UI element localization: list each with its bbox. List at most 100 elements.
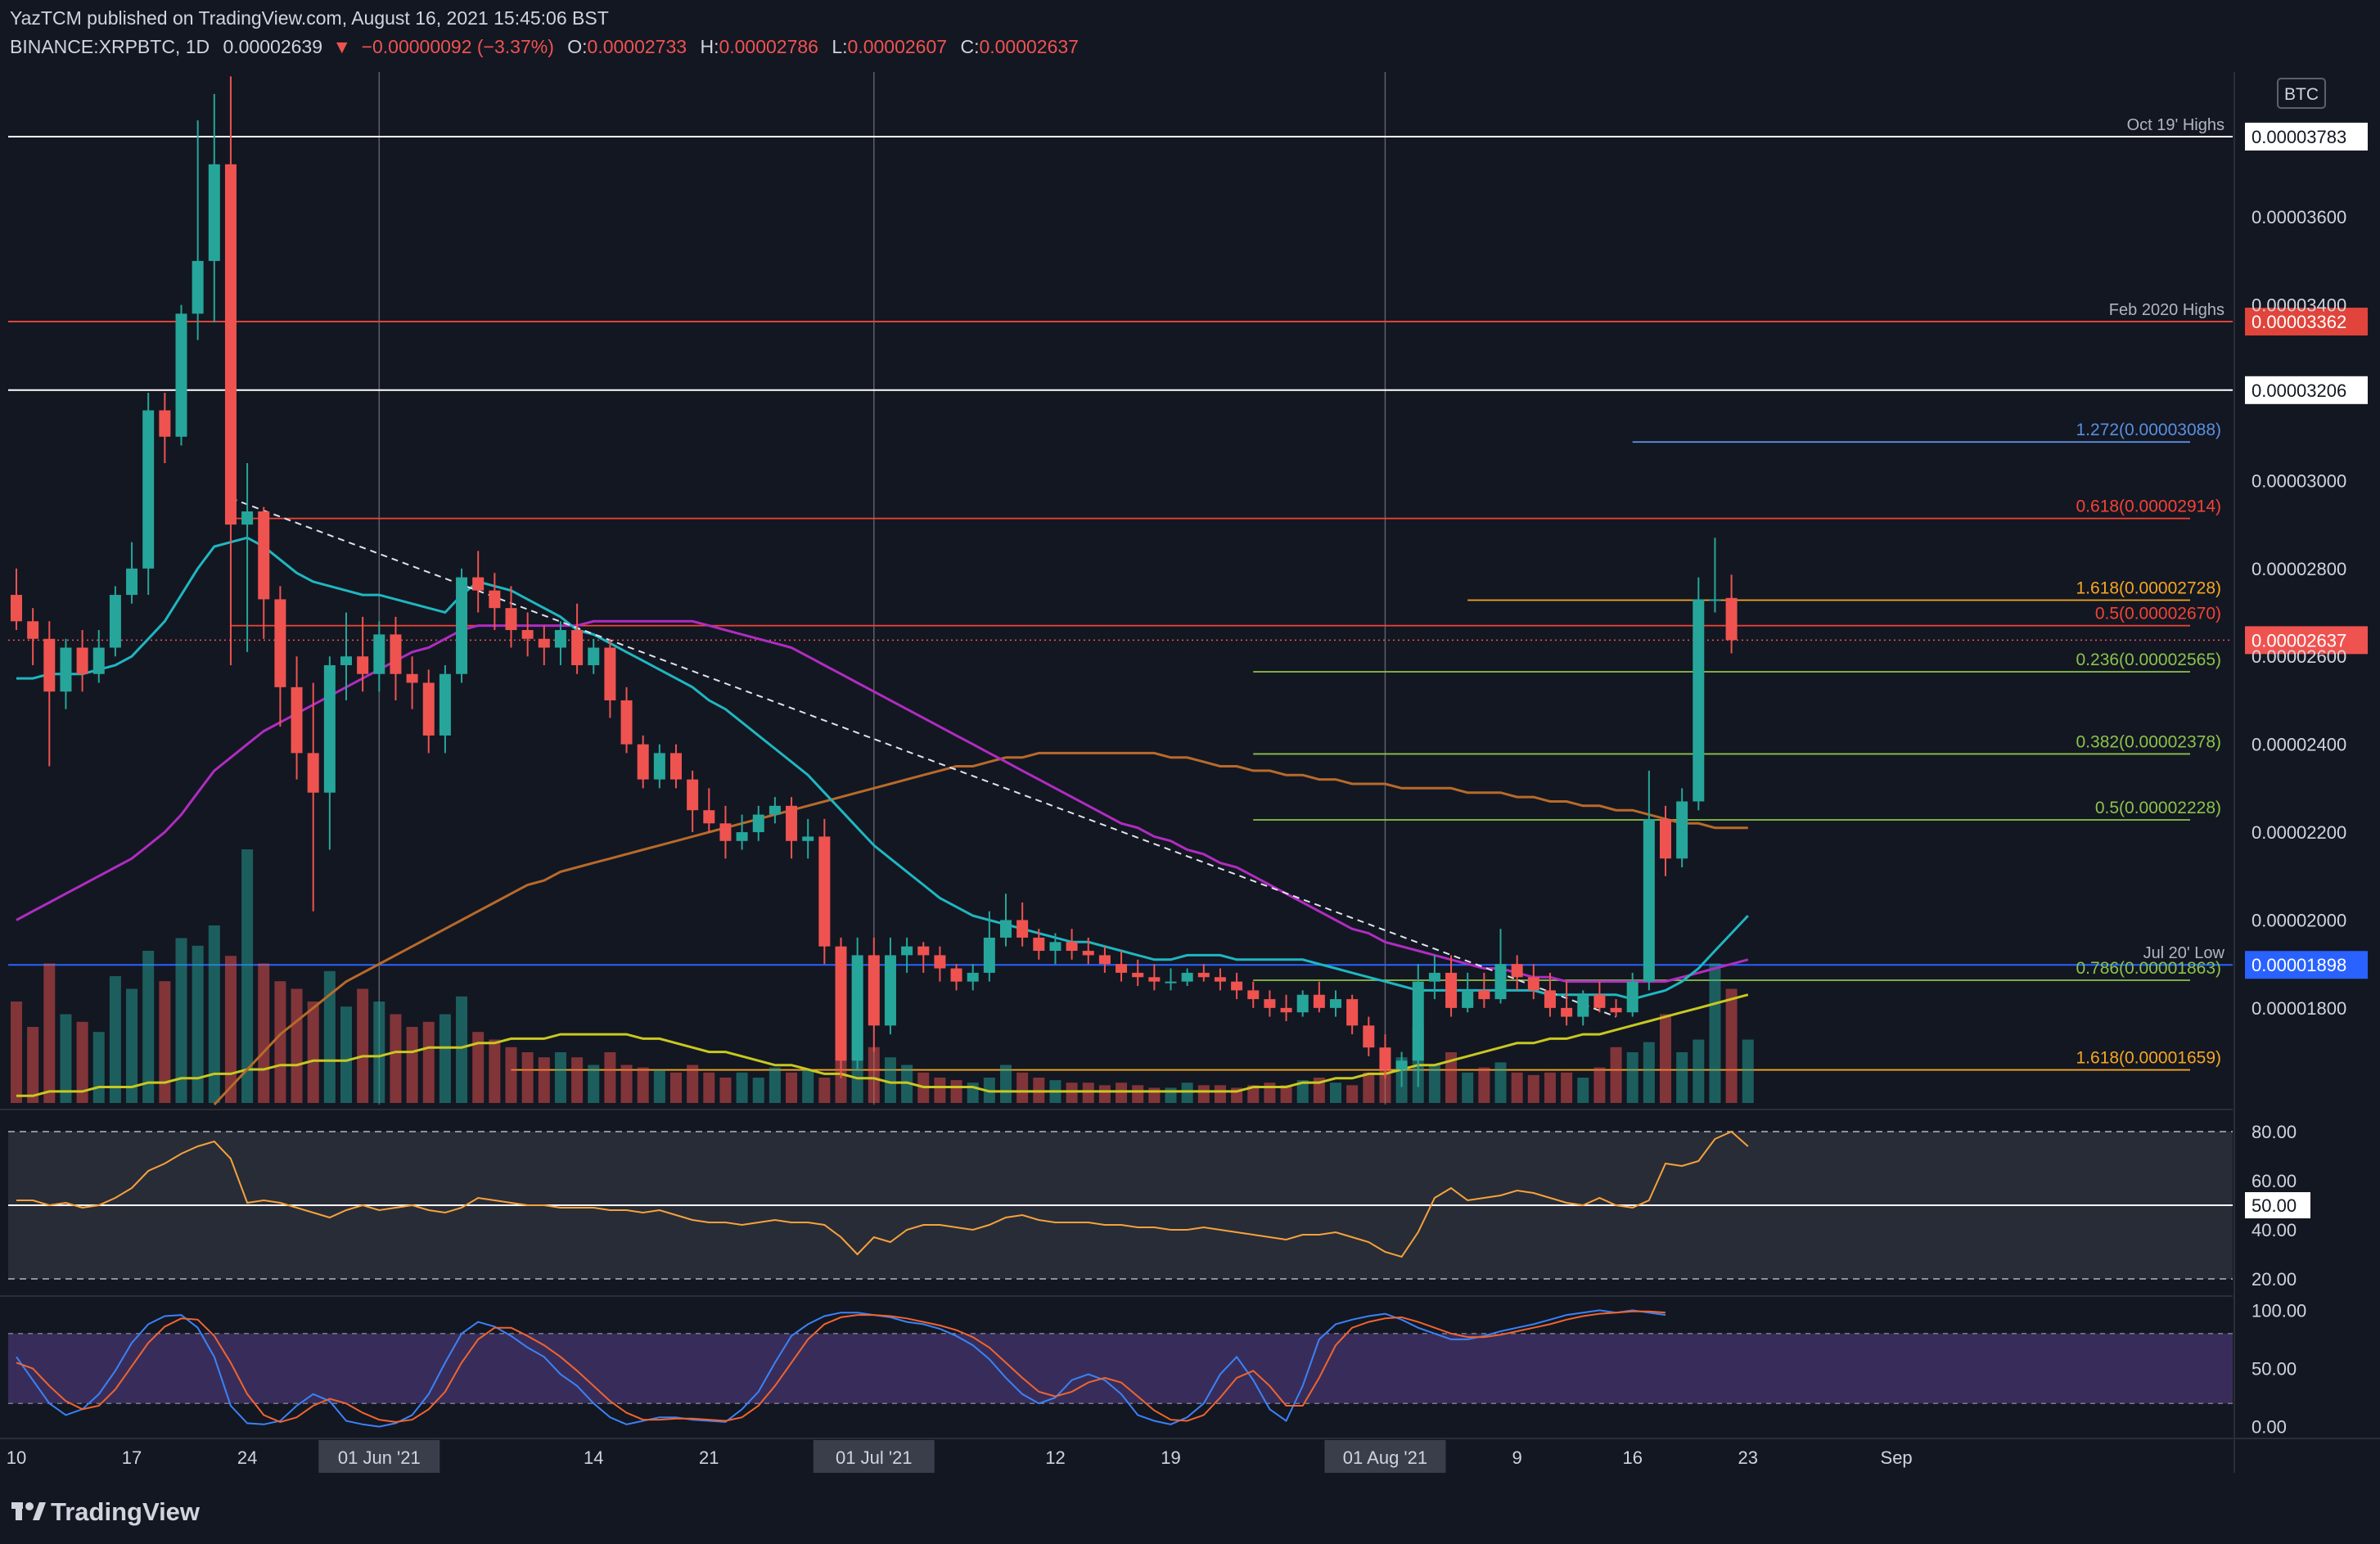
candle[interactable]: [620, 686, 633, 754]
candle[interactable]: [786, 797, 798, 859]
candle[interactable]: [571, 603, 584, 674]
candle[interactable]: [224, 76, 237, 665]
price-axis[interactable]: 0.00003783 0.00003362 0.00003206 0.00001898…: [2245, 122, 2368, 1438]
candle[interactable]: [769, 797, 781, 824]
candle[interactable]: [1132, 959, 1144, 987]
candle[interactable]: [1197, 964, 1210, 982]
candle[interactable]: [1395, 1051, 1408, 1087]
candle[interactable]: [1363, 1016, 1375, 1056]
candles[interactable]: [11, 76, 1738, 1087]
candle[interactable]: [1462, 972, 1474, 1013]
candle[interactable]: [1016, 902, 1029, 947]
time-axis[interactable]: 10 17 24 01 Jun '21 14 21 01 Jul '21 12 19 01 Aug…: [7, 1440, 1913, 1473]
candle[interactable]: [1181, 968, 1193, 987]
candle[interactable]: [291, 656, 303, 780]
candle[interactable]: [588, 638, 600, 674]
candle[interactable]: [521, 612, 534, 657]
candle[interactable]: [406, 656, 418, 709]
candle[interactable]: [950, 964, 962, 991]
candle[interactable]: [1544, 972, 1556, 1017]
candle[interactable]: [357, 616, 369, 692]
candle[interactable]: [1165, 968, 1177, 991]
candle[interactable]: [1660, 805, 1671, 876]
candle[interactable]: [1346, 994, 1359, 1035]
candle[interactable]: [307, 682, 319, 912]
candle[interactable]: [1280, 994, 1292, 1021]
candle[interactable]: [159, 393, 171, 463]
candle[interactable]: [1247, 981, 1260, 1008]
candle[interactable]: [670, 744, 682, 789]
candle[interactable]: [835, 937, 847, 1078]
candle[interactable]: [1445, 955, 1458, 1017]
candle[interactable]: [1214, 968, 1226, 991]
candle[interactable]: [1709, 538, 1721, 613]
candle[interactable]: [1725, 574, 1738, 654]
candle[interactable]: [1626, 972, 1639, 1017]
candle[interactable]: [43, 621, 56, 767]
candle[interactable]: [1676, 788, 1688, 868]
candle[interactable]: [917, 942, 930, 973]
candle[interactable]: [208, 93, 220, 323]
candle[interactable]: [554, 621, 566, 665]
candle[interactable]: [967, 964, 979, 991]
candle[interactable]: [687, 770, 699, 833]
candle[interactable]: [1511, 955, 1523, 991]
candle[interactable]: [1000, 894, 1012, 947]
candle[interactable]: [637, 735, 649, 789]
price-badge[interactable]: 0.00003783: [2245, 122, 2368, 151]
candle[interactable]: [258, 506, 270, 639]
candle[interactable]: [1264, 990, 1276, 1017]
candle[interactable]: [1296, 990, 1309, 1017]
candle[interactable]: [653, 744, 665, 789]
candle[interactable]: [1527, 964, 1539, 1000]
candle[interactable]: [604, 638, 616, 718]
candle[interactable]: [489, 573, 501, 631]
candle[interactable]: [1428, 955, 1440, 1000]
candle[interactable]: [1494, 929, 1507, 1004]
candle[interactable]: [983, 911, 995, 982]
candle[interactable]: [802, 818, 814, 859]
candle[interactable]: [373, 621, 385, 692]
candle[interactable]: [1082, 937, 1094, 965]
candle[interactable]: [1049, 933, 1062, 965]
candle[interactable]: [274, 586, 286, 727]
candle[interactable]: [1610, 999, 1622, 1017]
candle[interactable]: [505, 586, 517, 648]
candle[interactable]: [142, 393, 155, 596]
candle[interactable]: [1478, 972, 1490, 1008]
candle[interactable]: [719, 805, 732, 859]
candle[interactable]: [241, 462, 254, 652]
candle[interactable]: [1643, 770, 1655, 991]
candle[interactable]: [175, 304, 187, 446]
price-badge[interactable]: 0.00001898: [2245, 951, 2368, 979]
candle[interactable]: [109, 586, 121, 657]
candle[interactable]: [1577, 990, 1589, 1026]
candle[interactable]: [1593, 981, 1606, 1013]
candle[interactable]: [1330, 990, 1341, 1017]
candle[interactable]: [27, 608, 39, 665]
candle[interactable]: [472, 551, 485, 613]
candle[interactable]: [901, 937, 913, 973]
price-badge[interactable]: 0.00003206: [2245, 376, 2368, 404]
candle[interactable]: [1033, 929, 1045, 960]
candle[interactable]: [538, 625, 550, 665]
candle[interactable]: [1379, 1034, 1391, 1078]
candle[interactable]: [1313, 981, 1325, 1013]
candle[interactable]: [192, 120, 204, 340]
candle[interactable]: [736, 814, 748, 850]
candle[interactable]: [323, 656, 336, 850]
candle[interactable]: [340, 612, 352, 700]
candle[interactable]: [11, 568, 22, 631]
candle[interactable]: [60, 638, 72, 709]
candle[interactable]: [851, 937, 863, 1070]
candle[interactable]: [1098, 946, 1111, 973]
candle[interactable]: [456, 568, 468, 683]
candle[interactable]: [390, 616, 402, 700]
candle[interactable]: [439, 664, 451, 754]
candle[interactable]: [703, 788, 715, 833]
candle[interactable]: [1693, 577, 1705, 811]
candle[interactable]: [1561, 981, 1573, 1026]
candle[interactable]: [1066, 929, 1078, 960]
candle[interactable]: [1412, 964, 1424, 1087]
